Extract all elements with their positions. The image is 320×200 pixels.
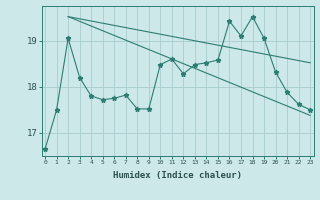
X-axis label: Humidex (Indice chaleur): Humidex (Indice chaleur) xyxy=(113,171,242,180)
